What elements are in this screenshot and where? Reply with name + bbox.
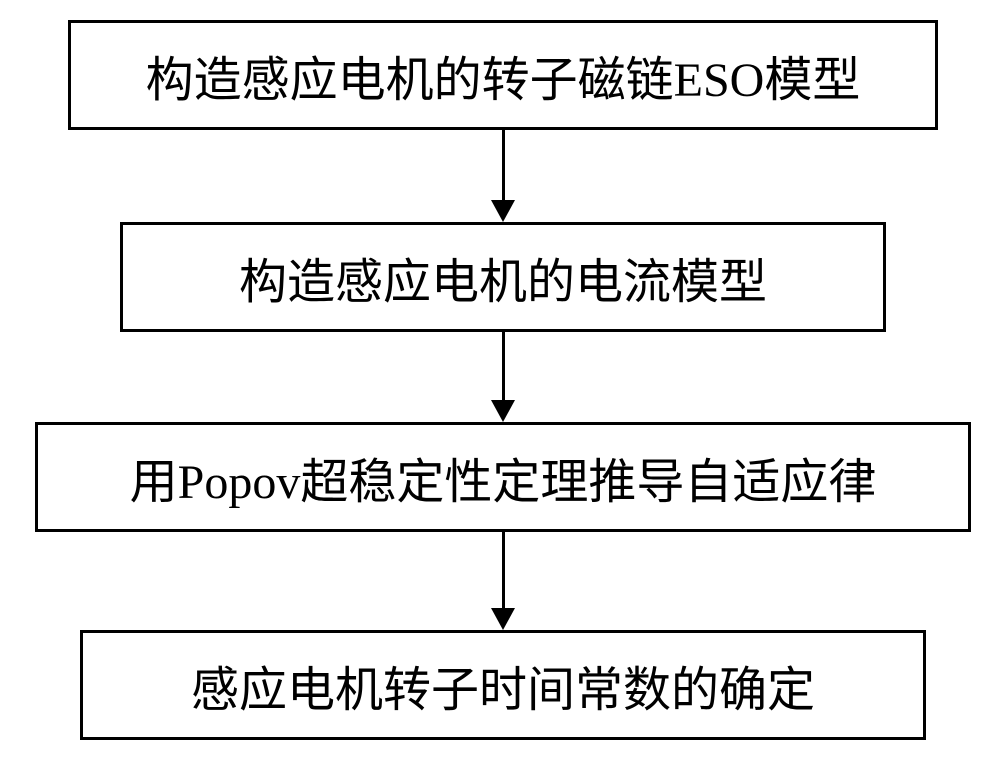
flow-edge-2-3-line [502, 332, 505, 400]
flow-node-4: 感应电机转子时间常数的确定 [80, 630, 926, 740]
flow-edge-3-4-line [502, 532, 505, 608]
flow-node-2-label: 构造感应电机的电流模型 [239, 242, 767, 312]
flow-edge-2-3-head [491, 400, 515, 422]
flowchart-canvas: 构造感应电机的转子磁链ESO模型 构造感应电机的电流模型 用Popov超稳定性定… [0, 0, 1006, 767]
flow-node-4-label: 感应电机转子时间常数的确定 [191, 650, 815, 720]
flow-edge-1-2-head [491, 200, 515, 222]
flow-node-3-label: 用Popov超稳定性定理推导自适应律 [130, 442, 877, 512]
flow-node-3: 用Popov超稳定性定理推导自适应律 [35, 422, 971, 532]
flow-edge-3-4-head [491, 608, 515, 630]
flow-node-1-label: 构造感应电机的转子磁链ESO模型 [146, 40, 861, 110]
flow-node-1: 构造感应电机的转子磁链ESO模型 [68, 20, 938, 130]
flow-edge-1-2-line [502, 130, 505, 200]
flow-node-2: 构造感应电机的电流模型 [120, 222, 886, 332]
